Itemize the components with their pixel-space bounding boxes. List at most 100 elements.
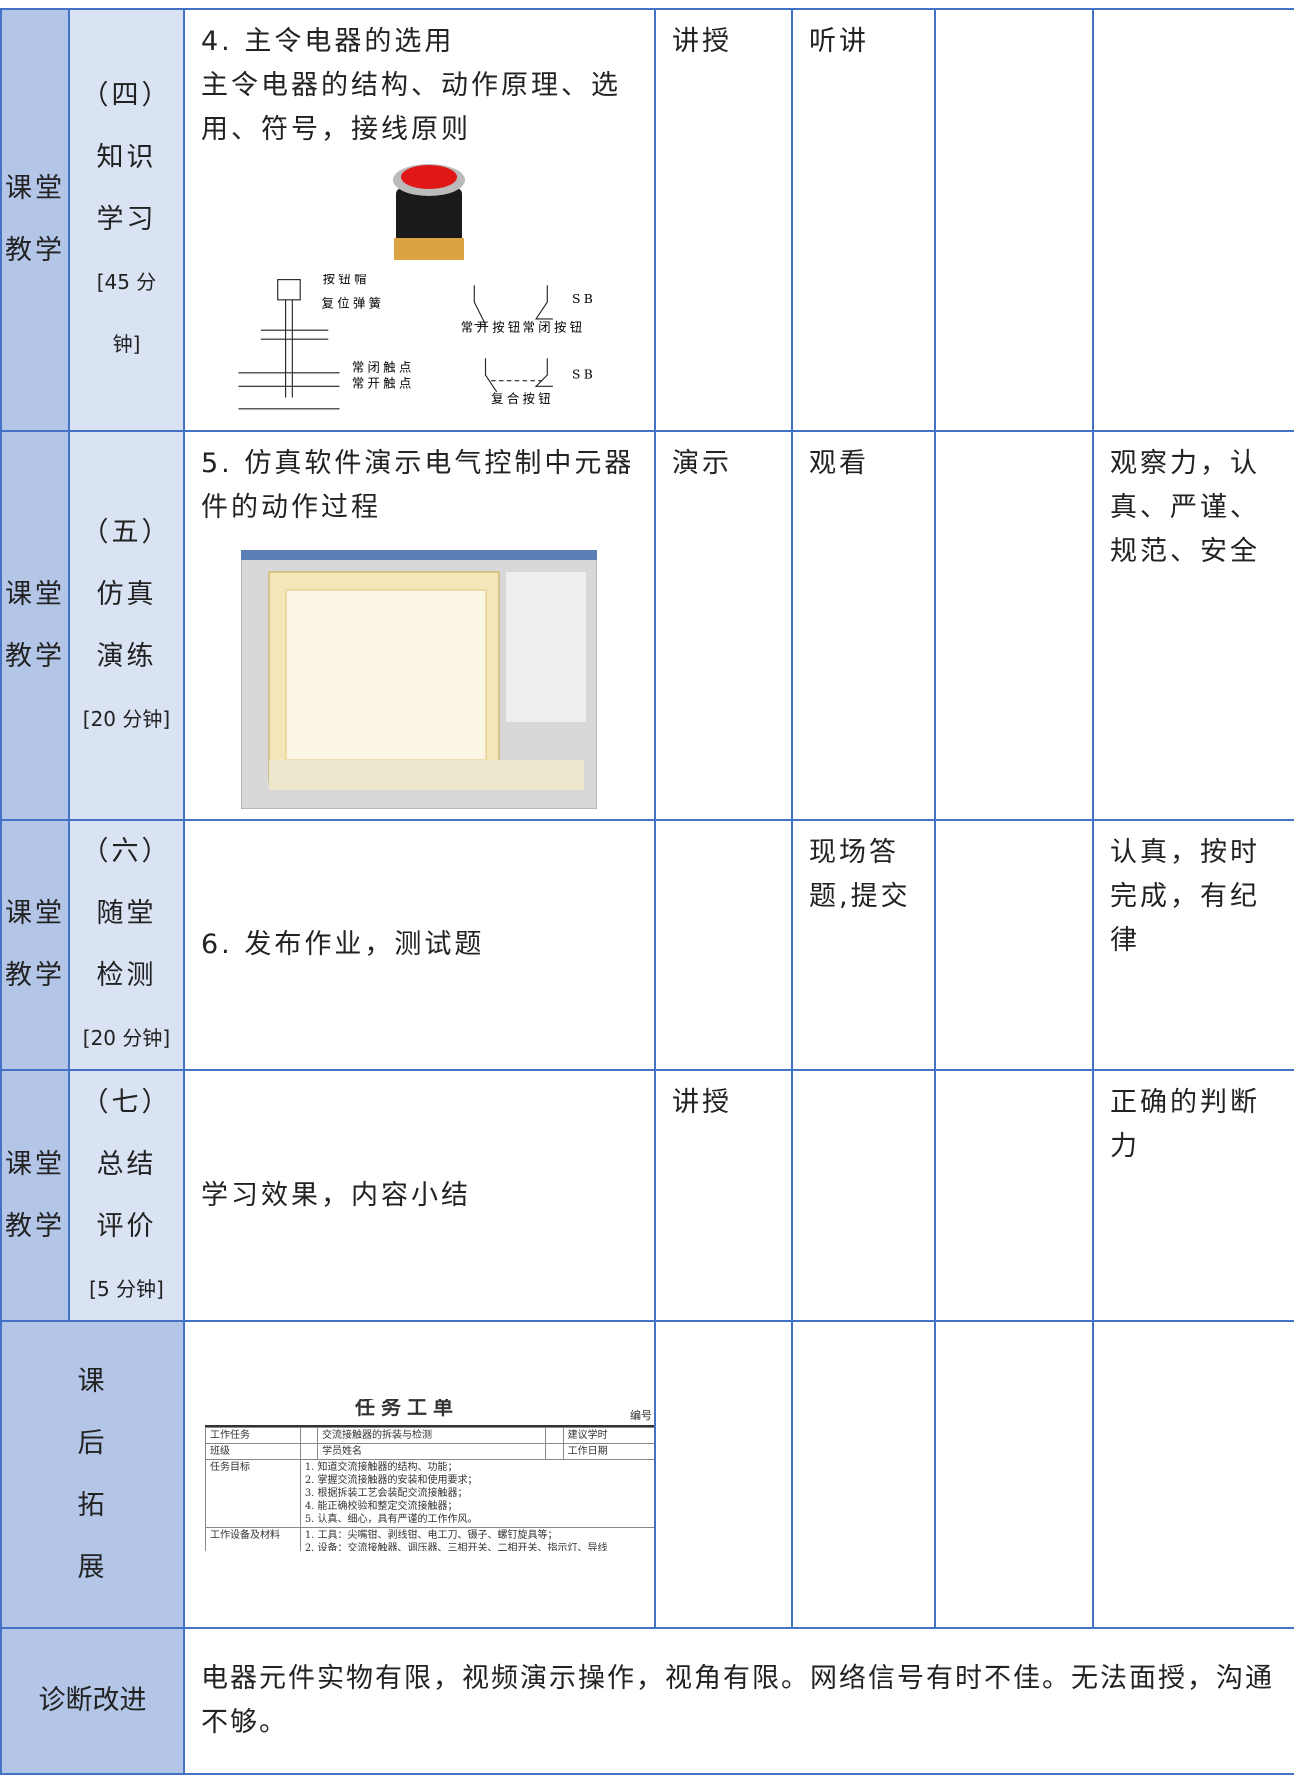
empty-cell: [1092, 1320, 1294, 1629]
worksheet-cell-text: 任务目标: [205, 1458, 301, 1528]
cap: [401, 165, 457, 189]
section-line: 学习: [96, 204, 157, 235]
content-cell: 6. 发布作业，测试题: [183, 819, 656, 1071]
stage-cell: 课堂教学: [0, 430, 70, 821]
teacher-cell: 讲授: [654, 8, 793, 432]
diagram-label: 复位弹簧: [322, 296, 385, 311]
worksheet-blank: [299, 1442, 319, 1460]
goal-cell: 正确的判断力: [1092, 1069, 1294, 1322]
section-line: 检测: [96, 960, 157, 991]
card: [285, 589, 487, 761]
worksheet-cell-text: 工作任务: [205, 1426, 301, 1444]
worksheet-cell-text: 班级: [205, 1442, 301, 1460]
section-cell: （六） 随堂检测 [20 分钟]: [68, 819, 185, 1071]
section-line: [5 分钟]: [89, 1276, 164, 1301]
stage-cell: 课堂教学: [0, 1069, 70, 1322]
row: 课堂教学 （七） 总结 评价 [5 分钟] 学习效果，内容小结 讲授 正确的判断力: [0, 1069, 1294, 1322]
worksheet-blank: [545, 1442, 564, 1460]
resource-cell: [934, 1069, 1094, 1322]
section-cell: （五） 仿真 演练 [20 分钟]: [68, 430, 185, 821]
diagram-stroke: [534, 358, 553, 387]
sidebar: [506, 572, 586, 722]
resource-cell: [934, 819, 1094, 1071]
resource-cell: [934, 8, 1094, 432]
content-text: 6. 发布作业，测试题: [201, 929, 485, 960]
worksheet-material: 2. 设备：交流接触器、调压器、三相开关、二相开关、指示灯、导线: [304, 1542, 608, 1551]
diagram-stroke: [277, 279, 301, 301]
worksheet-row: 班级 学员姓名 工作日期: [205, 1442, 653, 1460]
worksheet-blank: [299, 1426, 319, 1444]
worksheet-row: 工作任务 交流接触器的拆装与检测 建议学时: [205, 1426, 653, 1444]
goal-cell: [1092, 8, 1294, 432]
student-cell: 现场答题,提交: [791, 819, 936, 1071]
worksheet-goal: 3. 根据拆装工艺会装配交流接触器；: [304, 1487, 468, 1499]
worksheet-number: 编号: [630, 1408, 652, 1422]
worksheet-head: 任务工单 编号: [205, 1398, 653, 1427]
section-line: [45 分: [96, 270, 157, 294]
diagram-label: 常闭触点: [352, 361, 415, 375]
worksheet-row: 工作设备及材料 1. 工具：尖嘴钳、剥线钳、电工刀、镊子、螺钉旋具等； 2. 设备：…: [205, 1526, 653, 1551]
after-char: 课: [77, 1365, 108, 1397]
worksheet-cell-text: 工作设备及材料: [205, 1526, 301, 1551]
content-cell: 4. 主令电器的选用主令电器的结构、动作原理、选用、符号，接线原则按钮帽复位弹簧…: [183, 8, 656, 432]
content-cell: 5. 仿真软件演示电气控制中元器件的动作过程: [183, 430, 656, 821]
content-text: 5. 仿真软件演示电气控制中元器件的动作过程: [201, 448, 635, 523]
section-line: 知识: [96, 142, 157, 173]
worksheet-body: 工作任务 交流接触器的拆装与检测 建议学时 班级 学员姓名 工作日期 任务目标 1. 知道交流…: [205, 1426, 653, 1551]
section-cell: （七） 总结 评价 [5 分钟]: [68, 1069, 185, 1322]
lesson-table: 课堂教学 （四） 知识 学习 [45 分钟] 4. 主令电器的选用 主令电器的结构、动作原理…: [0, 8, 1294, 1775]
worksheet-cell-text: 学员姓名: [317, 1442, 547, 1460]
section-line: 总结: [96, 1148, 157, 1180]
diagram-stroke: [534, 285, 553, 320]
empty-cell: [791, 1320, 936, 1629]
worksheet-cell-text: 交流接触器的拆装与检测: [317, 1426, 547, 1444]
diagnosis-label: 诊断改进: [0, 1627, 185, 1775]
bottombar: [269, 760, 584, 790]
content-text: 主令电器的结构、动作原理、选用、符号，接线原则: [201, 70, 621, 145]
diagram-label: 按钮帽: [323, 274, 370, 286]
diagram-label: 常开按钮: [461, 319, 524, 334]
content-cell: 学习效果，内容小结: [183, 1069, 656, 1322]
worksheet-goal: 4. 能正确校验和整定交流接触器；: [304, 1500, 458, 1512]
row: 课堂教学 （四） 知识 学习 [45 分钟] 4. 主令电器的选用 主令电器的结构、动作原理…: [0, 8, 1294, 432]
worksheet-table: 工作任务 交流接触器的拆装与检测 建议学时 班级 学员姓名 工作日期 任务目标 1. 知道交流…: [205, 1426, 653, 1551]
after-char: 后: [77, 1427, 108, 1459]
teacher-cell: 讲授: [654, 1069, 793, 1322]
diagram-label: 常开触点: [352, 376, 415, 390]
titlebar: [241, 550, 597, 560]
student-cell: 观看: [791, 430, 936, 821]
empty-cell: [934, 1320, 1094, 1629]
diagram-label: 复合按钮: [491, 391, 554, 406]
goal-cell: 认真，按时完成，有纪律: [1092, 819, 1294, 1071]
worksheet-blank: [545, 1426, 564, 1444]
goal-cell: 观察力，认真、严谨、规范、安全: [1092, 430, 1294, 821]
worksheet: 任务工单 编号 工作任务 交流接触器的拆装与检测 建议学时 班级 学员姓名 工作日期 任务目标 1…: [205, 1398, 653, 1551]
worksheet-materials: 1. 工具：尖嘴钳、剥线钳、电工刀、镊子、螺钉旋具等； 2. 设备：交流接触器、调…: [299, 1526, 653, 1551]
section-cell: （四） 知识 学习 [45 分钟]: [68, 8, 185, 432]
after-char: 展: [77, 1551, 108, 1583]
section-line: 钟]: [112, 332, 141, 356]
after-label: 课后拓展: [0, 1320, 185, 1629]
student-cell: 听讲: [791, 8, 936, 432]
worksheet-goal: 1. 知道交流接触器的结构、功能；: [304, 1461, 458, 1473]
section-line: [20 分钟]: [82, 1026, 171, 1050]
worksheet-cell-text: 建议学时: [562, 1426, 653, 1444]
section-line: （五）: [81, 516, 172, 548]
worksheet-goal: 5. 认真、细心，具有严谨的工作作风。: [304, 1513, 478, 1525]
section-line: （七）: [81, 1086, 172, 1118]
body: [396, 188, 462, 243]
worksheet-cell-text: 工作日期: [562, 1442, 653, 1460]
worksheet-title: 任务工单: [355, 1398, 459, 1419]
content-text: 4. 主令电器的选用: [201, 26, 455, 57]
stage-cell: 课堂教学: [0, 819, 70, 1071]
section-line: 随堂: [96, 898, 157, 929]
worksheet-material: 1. 工具：尖嘴钳、剥线钳、电工刀、镊子、螺钉旋具等；: [304, 1529, 558, 1541]
resource-cell: [934, 430, 1094, 821]
student-cell: [791, 1069, 936, 1322]
diagram-label: SB: [572, 367, 596, 381]
base: [394, 238, 464, 260]
section-line: （六）: [81, 836, 172, 867]
worksheet-goal: 2. 掌握交流接触器的安装和使用要求；: [304, 1474, 478, 1486]
simulation-screenshot: [241, 550, 597, 809]
empty-cell: [654, 1320, 793, 1629]
